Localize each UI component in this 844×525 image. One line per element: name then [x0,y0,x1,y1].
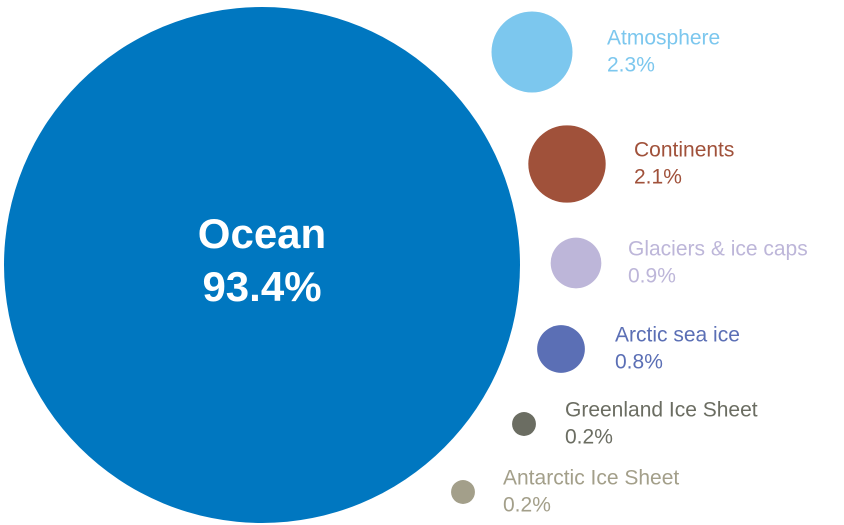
bubble-label: Ocean [198,210,326,257]
value-label: 2.1% [634,166,682,189]
value-label: 2.3% [607,54,655,77]
value-label: 0.2% [503,494,551,517]
bubble-label: Antarctic Ice Sheet [503,467,679,490]
bubble [550,237,602,289]
value-label: 0.2% [565,426,613,449]
value-label: 0.8% [615,351,663,374]
bubble [491,11,573,93]
bubble [451,480,475,504]
bubble-label: Atmosphere [607,27,720,50]
value-label: 0.9% [628,265,676,288]
bubble [528,125,606,203]
bubble-label: Arctic sea ice [615,324,740,347]
bubble [4,7,520,523]
value-label: 93.4% [202,263,321,310]
bubble [537,325,585,373]
bubble-label: Greenland Ice Sheet [565,399,758,422]
bubble-label: Glaciers & ice caps [628,238,808,261]
bubble-label: Continents [634,139,734,162]
bubble [512,412,536,436]
